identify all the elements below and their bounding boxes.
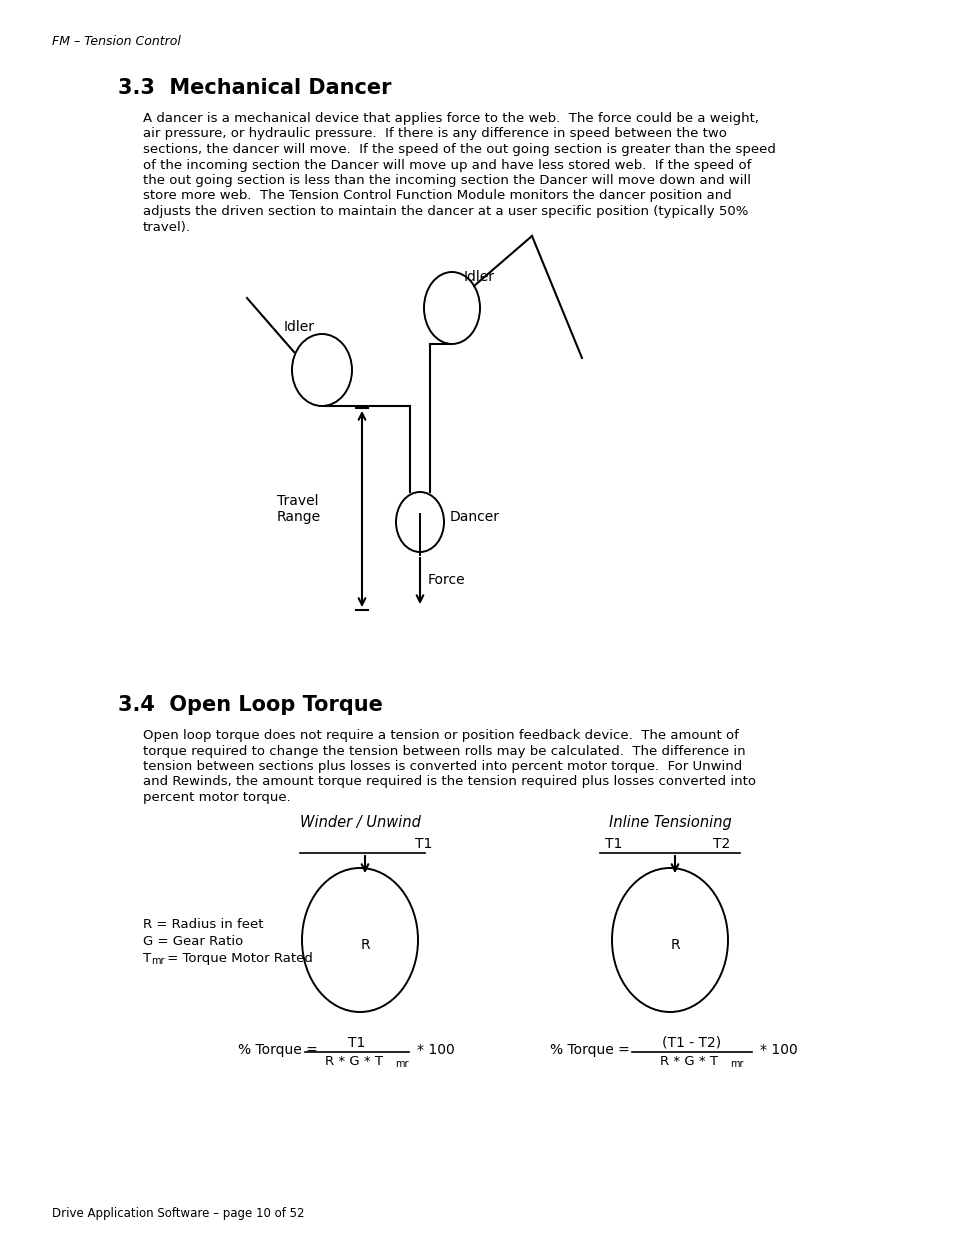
Text: R * G * T: R * G * T [659, 1055, 718, 1068]
Text: air pressure, or hydraulic pressure.  If there is any difference in speed betwee: air pressure, or hydraulic pressure. If … [143, 127, 726, 141]
Text: Open loop torque does not require a tension or position feedback device.  The am: Open loop torque does not require a tens… [143, 729, 739, 742]
Text: R * G * T: R * G * T [325, 1055, 382, 1068]
Text: adjusts the driven section to maintain the dancer at a user specific position (t: adjusts the driven section to maintain t… [143, 205, 747, 219]
Text: percent motor torque.: percent motor torque. [143, 790, 291, 804]
Text: Travel
Range: Travel Range [276, 494, 321, 524]
Text: Force: Force [428, 573, 465, 587]
Text: T: T [143, 952, 151, 965]
Text: T1: T1 [415, 837, 432, 851]
Text: mr: mr [152, 956, 165, 966]
Text: and Rewinds, the amount torque required is the tension required plus losses conv: and Rewinds, the amount torque required … [143, 776, 755, 788]
Text: sections, the dancer will move.  If the speed of the out going section is greate: sections, the dancer will move. If the s… [143, 143, 775, 156]
Text: * 100: * 100 [760, 1044, 797, 1057]
Text: R: R [360, 939, 370, 952]
Text: tension between sections plus losses is converted into percent motor torque.  Fo: tension between sections plus losses is … [143, 760, 741, 773]
Text: the out going section is less than the incoming section the Dancer will move dow: the out going section is less than the i… [143, 174, 750, 186]
Text: R = Radius in feet: R = Radius in feet [143, 918, 263, 931]
Text: % Torque =: % Torque = [237, 1044, 317, 1057]
Text: = Torque Motor Rated: = Torque Motor Rated [163, 952, 313, 965]
Text: R: R [670, 939, 679, 952]
Text: torque required to change the tension between rolls may be calculated.  The diff: torque required to change the tension be… [143, 745, 745, 757]
Text: FM – Tension Control: FM – Tension Control [52, 35, 181, 48]
Text: (T1 - T2): (T1 - T2) [661, 1036, 720, 1050]
Text: Idler: Idler [284, 320, 314, 333]
Text: 3.4  Open Loop Torque: 3.4 Open Loop Torque [118, 695, 382, 715]
Text: Idler: Idler [463, 270, 495, 284]
Text: 3.3  Mechanical Dancer: 3.3 Mechanical Dancer [118, 78, 391, 98]
Text: Winder / Unwind: Winder / Unwind [299, 815, 420, 830]
Text: mr: mr [729, 1058, 742, 1070]
Text: G = Gear Ratio: G = Gear Ratio [143, 935, 243, 948]
Text: Dancer: Dancer [450, 510, 499, 524]
Text: travel).: travel). [143, 221, 191, 233]
Text: % Torque =: % Torque = [550, 1044, 629, 1057]
Text: T2: T2 [712, 837, 729, 851]
Text: T1: T1 [348, 1036, 365, 1050]
Text: A dancer is a mechanical device that applies force to the web.  The force could : A dancer is a mechanical device that app… [143, 112, 759, 125]
Text: of the incoming section the Dancer will move up and have less stored web.  If th: of the incoming section the Dancer will … [143, 158, 751, 172]
Text: Drive Application Software – page 10 of 52: Drive Application Software – page 10 of … [52, 1207, 304, 1220]
Text: T1: T1 [604, 837, 621, 851]
Text: Inline Tensioning: Inline Tensioning [608, 815, 731, 830]
Text: store more web.  The Tension Control Function Module monitors the dancer positio: store more web. The Tension Control Func… [143, 189, 731, 203]
Text: * 100: * 100 [416, 1044, 455, 1057]
Text: mr: mr [395, 1058, 408, 1070]
